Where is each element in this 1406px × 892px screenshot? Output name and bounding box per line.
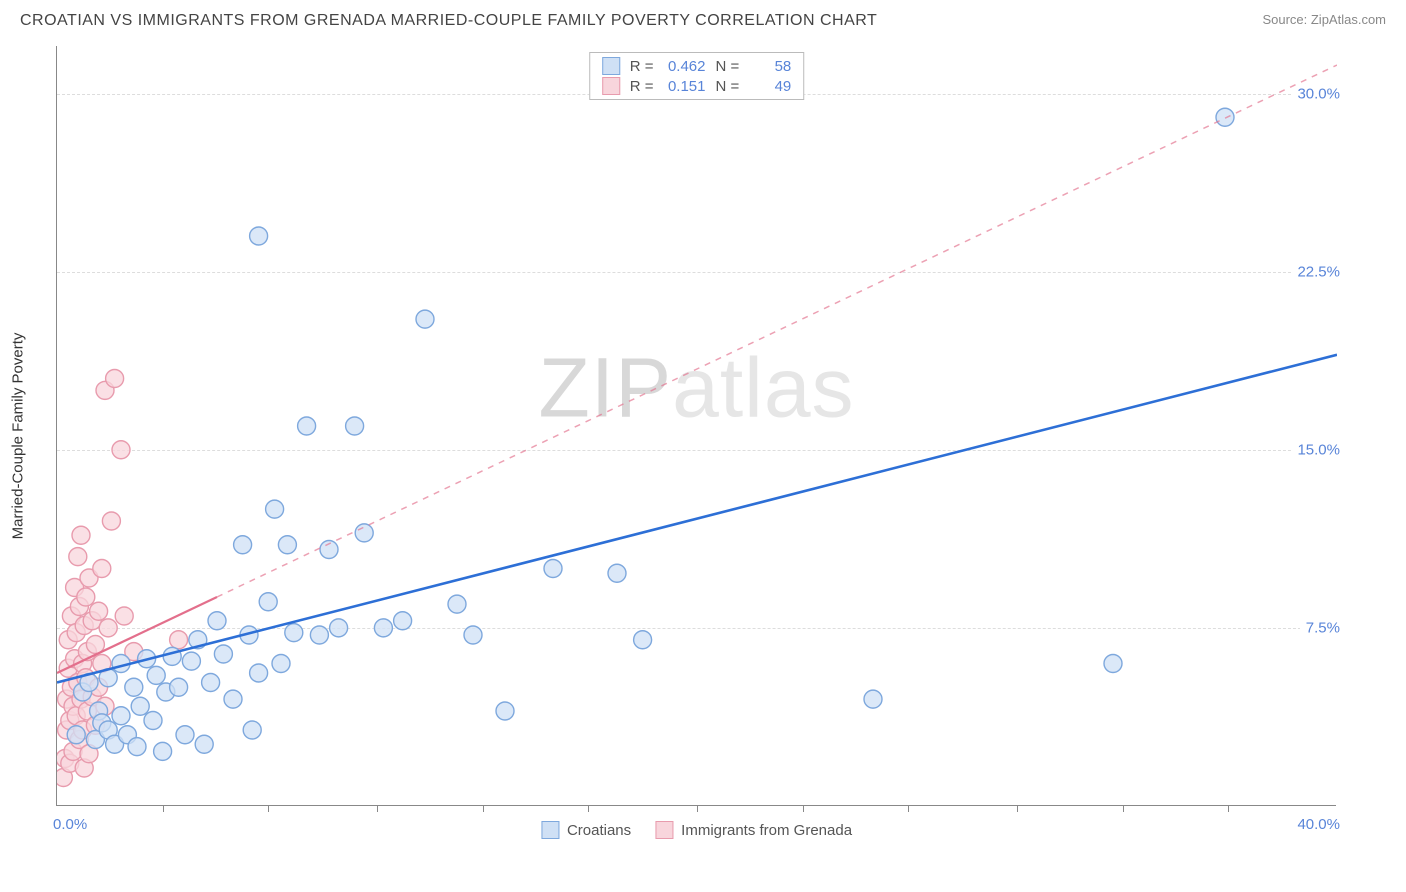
legend-label: Croatians <box>567 822 631 839</box>
legend-label: Immigrants from Grenada <box>681 822 852 839</box>
series-swatch-blue <box>602 57 620 75</box>
stat-label: R = <box>630 78 654 95</box>
stat-label: R = <box>630 58 654 75</box>
r-value-pink: 0.151 <box>664 78 706 95</box>
legend: Croatians Immigrants from Grenada <box>541 821 852 839</box>
legend-swatch-blue <box>541 821 559 839</box>
series-swatch-pink <box>602 77 620 95</box>
chart-container: Married-Couple Family Poverty ZIPatlas 7… <box>56 46 1376 826</box>
n-value-pink: 49 <box>749 78 791 95</box>
y-axis-title: Married-Couple Family Poverty <box>10 333 27 540</box>
chart-title: CROATIAN VS IMMIGRANTS FROM GRENADA MARR… <box>20 12 877 30</box>
legend-swatch-pink <box>655 821 673 839</box>
correlation-stats-box: R = 0.462 N = 58 R = 0.151 N = 49 <box>589 52 805 100</box>
scatter-plot <box>57 46 1337 806</box>
stat-label: N = <box>716 78 740 95</box>
n-value-blue: 58 <box>749 58 791 75</box>
legend-item: Croatians <box>541 821 631 839</box>
x-axis-origin-label: 0.0% <box>53 816 87 833</box>
legend-item: Immigrants from Grenada <box>655 821 852 839</box>
source-attribution: Source: ZipAtlas.com <box>1262 12 1386 27</box>
r-value-blue: 0.462 <box>664 58 706 75</box>
stat-label: N = <box>716 58 740 75</box>
x-axis-max-label: 40.0% <box>1297 816 1340 833</box>
plot-area: ZIPatlas 7.5%15.0%22.5%30.0% R = 0.462 N… <box>56 46 1336 806</box>
